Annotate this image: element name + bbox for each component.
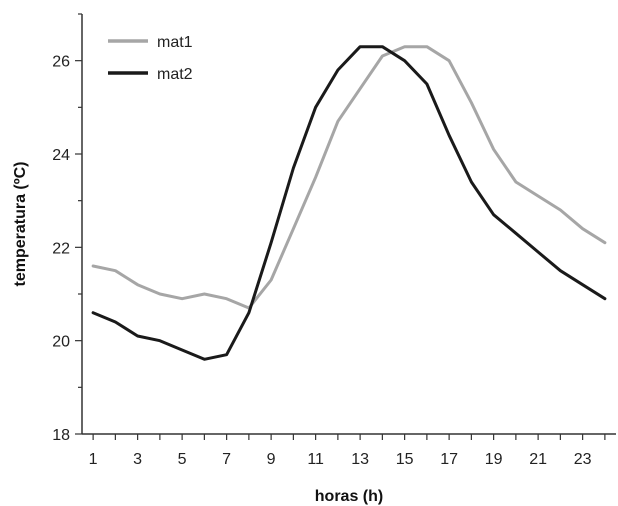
x-tick-label: 21 [529, 451, 547, 468]
x-tick-label: 17 [440, 451, 458, 468]
x-tick-label: 1 [89, 451, 98, 468]
series-line-mat1 [91, 45, 607, 310]
x-tick-label: 7 [222, 451, 231, 468]
axes [81, 14, 616, 435]
x-tick-label: 11 [307, 451, 324, 468]
x-tick-label: 13 [351, 451, 369, 468]
x-tick-label: 5 [178, 451, 187, 468]
x-tick-label: 3 [133, 451, 142, 468]
x-axis-ticks: 1 3 5 7 9 11 13 15 17 19 21 23 [89, 434, 606, 468]
legend-label-mat2: mat2 [157, 66, 193, 83]
y-axis-ticks: 18 20 22 24 26 [52, 13, 82, 444]
x-tick-label: 9 [267, 451, 276, 468]
y-tick-label: 24 [52, 147, 70, 164]
x-tick-label: 23 [574, 451, 592, 468]
legend: mat1 mat2 [108, 34, 193, 83]
x-axis-title: horas (h) [315, 488, 383, 505]
y-tick-label: 26 [52, 54, 70, 71]
series-line-mat2 [91, 45, 607, 361]
y-axis-title: temperatura (ºC) [12, 162, 29, 287]
y-tick-label: 18 [52, 427, 70, 444]
x-tick-label: 15 [396, 451, 414, 468]
series-layer [91, 45, 607, 361]
y-tick-label: 22 [52, 240, 70, 257]
y-tick-label: 20 [52, 334, 70, 351]
x-tick-label: 19 [485, 451, 503, 468]
legend-label-mat1: mat1 [157, 34, 193, 51]
